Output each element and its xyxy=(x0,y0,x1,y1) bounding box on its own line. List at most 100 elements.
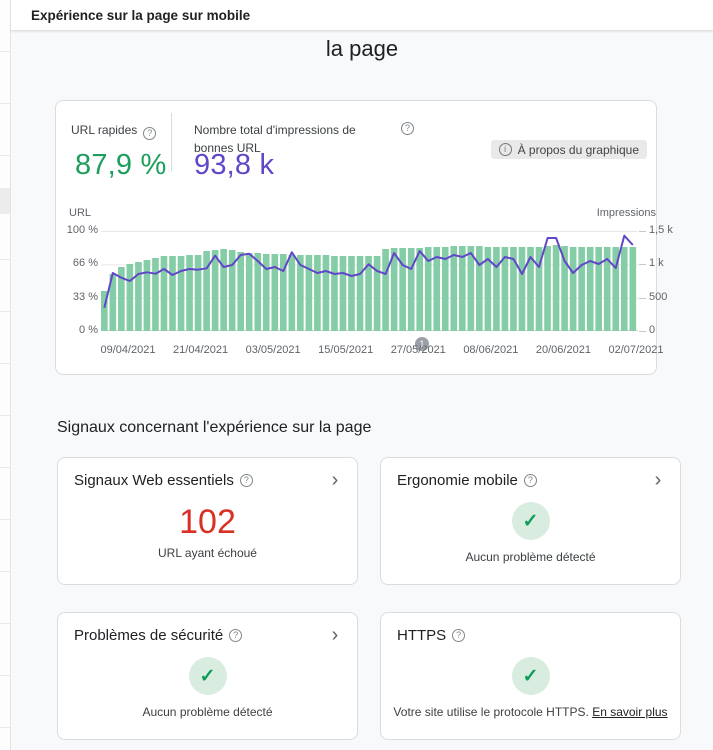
good-url-bar[interactable] xyxy=(433,247,441,331)
help-icon[interactable]: ? xyxy=(452,629,466,642)
help-icon[interactable]: ? xyxy=(239,474,253,487)
help-icon[interactable]: ? xyxy=(143,127,157,140)
good-url-bar[interactable] xyxy=(126,264,134,331)
good-url-bar[interactable] xyxy=(314,255,321,331)
good-url-bar[interactable] xyxy=(177,256,185,331)
x-axis-date-label: 27/05/2021 xyxy=(390,344,446,356)
good-url-bar[interactable] xyxy=(416,248,423,331)
good-url-bar[interactable] xyxy=(629,247,637,331)
good-url-bar[interactable] xyxy=(441,247,449,331)
good-url-bar[interactable] xyxy=(305,255,313,331)
good-url-bar[interactable] xyxy=(459,246,466,331)
page-header-title: Expérience sur la page sur mobile xyxy=(31,7,251,23)
signals-section-heading: Signaux concernant l'expérience sur la p… xyxy=(57,419,372,436)
x-axis-date-label: 20/06/2021 xyxy=(535,344,591,356)
good-url-bar[interactable] xyxy=(297,255,304,331)
good-url-bar[interactable] xyxy=(552,245,560,331)
good-url-bar[interactable] xyxy=(518,247,526,331)
help-icon[interactable]: ? xyxy=(401,122,414,135)
good-url-bar[interactable] xyxy=(544,246,551,331)
good-url-bar[interactable] xyxy=(356,256,364,331)
good-url-bar[interactable] xyxy=(143,260,151,331)
help-icon[interactable]: ? xyxy=(523,474,537,487)
security-issues-status: Aucun problème détecté xyxy=(142,705,273,719)
chevron-right-icon[interactable]: › xyxy=(331,468,339,491)
good-url-bar[interactable] xyxy=(322,255,330,331)
good-url-bar[interactable] xyxy=(109,274,117,331)
good-url-bar[interactable] xyxy=(220,249,227,331)
sidebar-active-item-edge xyxy=(0,188,10,214)
good-url-bar[interactable] xyxy=(160,256,168,331)
x-axis-date-label: 09/04/2021 xyxy=(100,344,156,356)
help-icon[interactable]: ? xyxy=(229,629,243,642)
good-url-bar[interactable] xyxy=(203,251,210,331)
check-icon: ✓ xyxy=(511,657,550,695)
good-url-bar[interactable] xyxy=(169,256,176,331)
impressions-line[interactable] xyxy=(103,234,634,308)
good-url-bar[interactable] xyxy=(228,250,236,331)
good-url-bar[interactable] xyxy=(612,247,620,331)
right-axis-tick-label: 500 xyxy=(649,290,668,303)
good-url-bar[interactable] xyxy=(407,248,415,331)
good-url-bar[interactable] xyxy=(186,255,193,331)
chevron-right-icon[interactable]: › xyxy=(654,468,662,491)
good-url-bar[interactable] xyxy=(331,256,338,331)
learn-more-link[interactable]: En savoir plus xyxy=(592,705,668,719)
good-url-bar[interactable] xyxy=(237,252,244,331)
good-url-bar[interactable] xyxy=(365,256,372,331)
good-url-bar[interactable] xyxy=(586,247,594,331)
check-icon: ✓ xyxy=(511,502,550,540)
https-card[interactable]: HTTPS ? ✓ Votre site utilise le protocol… xyxy=(380,612,681,740)
good-url-bar[interactable] xyxy=(510,247,517,331)
x-axis-date-label: 08/06/2021 xyxy=(463,344,519,356)
good-url-bar[interactable] xyxy=(527,247,534,331)
good-url-bar[interactable] xyxy=(245,253,253,331)
good-url-bar[interactable] xyxy=(578,247,585,331)
good-url-bar[interactable] xyxy=(152,258,159,331)
good-url-bar[interactable] xyxy=(399,248,406,331)
about-chart-button[interactable]: i À propos du graphique xyxy=(490,140,647,159)
page-experience-chart[interactable] xyxy=(101,231,638,331)
fast-urls-metric: URL rapides? 87,9 % xyxy=(71,121,171,181)
good-url-bar[interactable] xyxy=(501,247,509,331)
good-url-bar[interactable] xyxy=(271,254,279,331)
good-url-bar[interactable] xyxy=(382,249,389,331)
chevron-right-icon[interactable]: › xyxy=(331,623,339,646)
good-url-bar[interactable] xyxy=(373,256,381,331)
good-url-bar[interactable] xyxy=(569,247,577,331)
good-url-bar[interactable] xyxy=(135,262,142,331)
good-url-bar[interactable] xyxy=(620,247,628,331)
good-url-bar[interactable] xyxy=(211,250,219,331)
good-url-bar[interactable] xyxy=(561,246,568,331)
good-url-bar[interactable] xyxy=(288,255,296,331)
good-url-bar[interactable] xyxy=(535,247,543,331)
about-chart-label: À propos du graphique xyxy=(517,142,639,157)
good-url-bar[interactable] xyxy=(339,256,347,331)
good-url-bar[interactable] xyxy=(595,247,602,331)
security-issues-card[interactable]: Problèmes de sécurité ? › ✓ Aucun problè… xyxy=(57,612,358,740)
good-url-bar[interactable] xyxy=(450,246,458,331)
good-url-bar[interactable] xyxy=(603,247,611,331)
good-url-bar[interactable] xyxy=(467,246,475,331)
good-url-bar[interactable] xyxy=(476,246,483,331)
fast-urls-label: URL rapides xyxy=(71,123,138,137)
x-axis-date-label: 15/05/2021 xyxy=(318,344,374,356)
good-url-bar[interactable] xyxy=(390,248,398,331)
good-url-bar[interactable] xyxy=(254,253,262,331)
chart-annotation-badge[interactable]: 1 xyxy=(415,337,429,351)
info-icon: i xyxy=(498,143,512,156)
mobile-usability-card[interactable]: Ergonomie mobile ? › ✓ Aucun problème dé… xyxy=(380,457,681,585)
good-url-bar[interactable] xyxy=(493,247,500,331)
good-url-bar[interactable] xyxy=(424,247,432,331)
good-url-bar[interactable] xyxy=(348,256,355,331)
good-url-bar[interactable] xyxy=(194,255,202,331)
good-url-bar[interactable] xyxy=(262,254,270,331)
y-axis-tick-label: 33 % xyxy=(72,290,98,303)
good-url-bar[interactable] xyxy=(101,291,108,331)
good-url-bar[interactable] xyxy=(280,254,287,331)
good-url-bar[interactable] xyxy=(118,267,125,331)
https-status: Votre site utilise le protocole HTTPS. xyxy=(393,705,589,719)
core-web-vitals-card[interactable]: Signaux Web essentiels ? › 102 URL ayant… xyxy=(57,457,358,585)
good-url-bar[interactable] xyxy=(484,247,492,331)
collapsed-sidebar-edge[interactable] xyxy=(0,0,11,750)
